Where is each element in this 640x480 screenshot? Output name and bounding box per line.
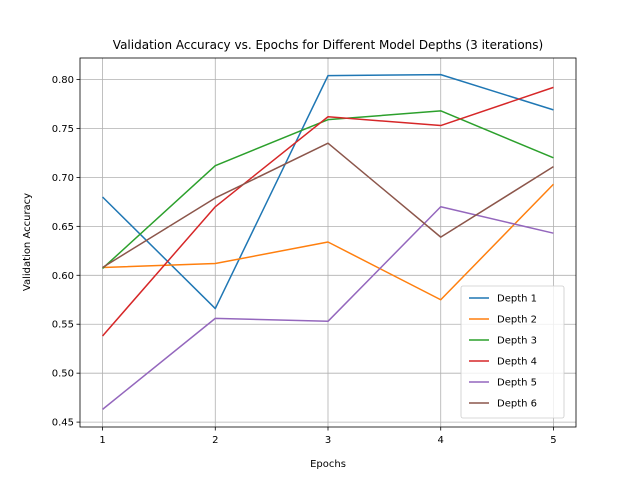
legend-label-depth-1: Depth 1 (497, 294, 537, 305)
chart-title: Validation Accuracy vs. Epochs for Diffe… (113, 38, 543, 52)
y-axis-ticks: 0.45 0.50 0.55 0.60 0.65 0.70 0.75 0.80 (52, 75, 80, 429)
y-tick-label: 0.80 (52, 75, 74, 86)
legend-label-depth-6: Depth 6 (497, 399, 537, 410)
legend-label-depth-2: Depth 2 (497, 315, 537, 326)
legend-label-depth-3: Depth 3 (497, 336, 537, 347)
series-line-depth-6 (102, 142, 554, 269)
series-line-depth-5 (102, 206, 554, 410)
y-tick-label: 0.55 (52, 320, 74, 331)
series-line-depth-1 (102, 73, 554, 310)
x-axis-ticks: 1 2 3 4 5 (99, 427, 557, 446)
y-tick-label: 0.65 (52, 222, 74, 233)
legend: Depth 1 Depth 2 Depth 3 Depth 4 Depth 5 Depth… (460, 285, 565, 419)
x-tick-label: 5 (550, 435, 556, 446)
x-tick-label: 1 (99, 435, 105, 446)
y-tick-label: 0.70 (52, 173, 74, 184)
legend-label-depth-4: Depth 4 (497, 357, 537, 368)
series-line-depth-2 (102, 183, 554, 301)
legend-label-depth-5: Depth 5 (497, 378, 537, 389)
y-tick-label: 0.50 (52, 369, 74, 380)
x-tick-label: 4 (438, 435, 444, 446)
y-tick-label: 0.60 (52, 271, 74, 282)
y-axis-label: Validation Accuracy (22, 193, 33, 291)
x-axis-label: Epochs (310, 459, 346, 470)
x-tick-label: 3 (325, 435, 331, 446)
series-lines (101, 73, 554, 410)
x-tick-label: 2 (212, 435, 218, 446)
y-tick-label: 0.45 (52, 418, 74, 429)
series-line-depth-4 (101, 86, 554, 337)
series-line-depth-3 (102, 110, 554, 269)
y-tick-label: 0.75 (52, 124, 74, 135)
